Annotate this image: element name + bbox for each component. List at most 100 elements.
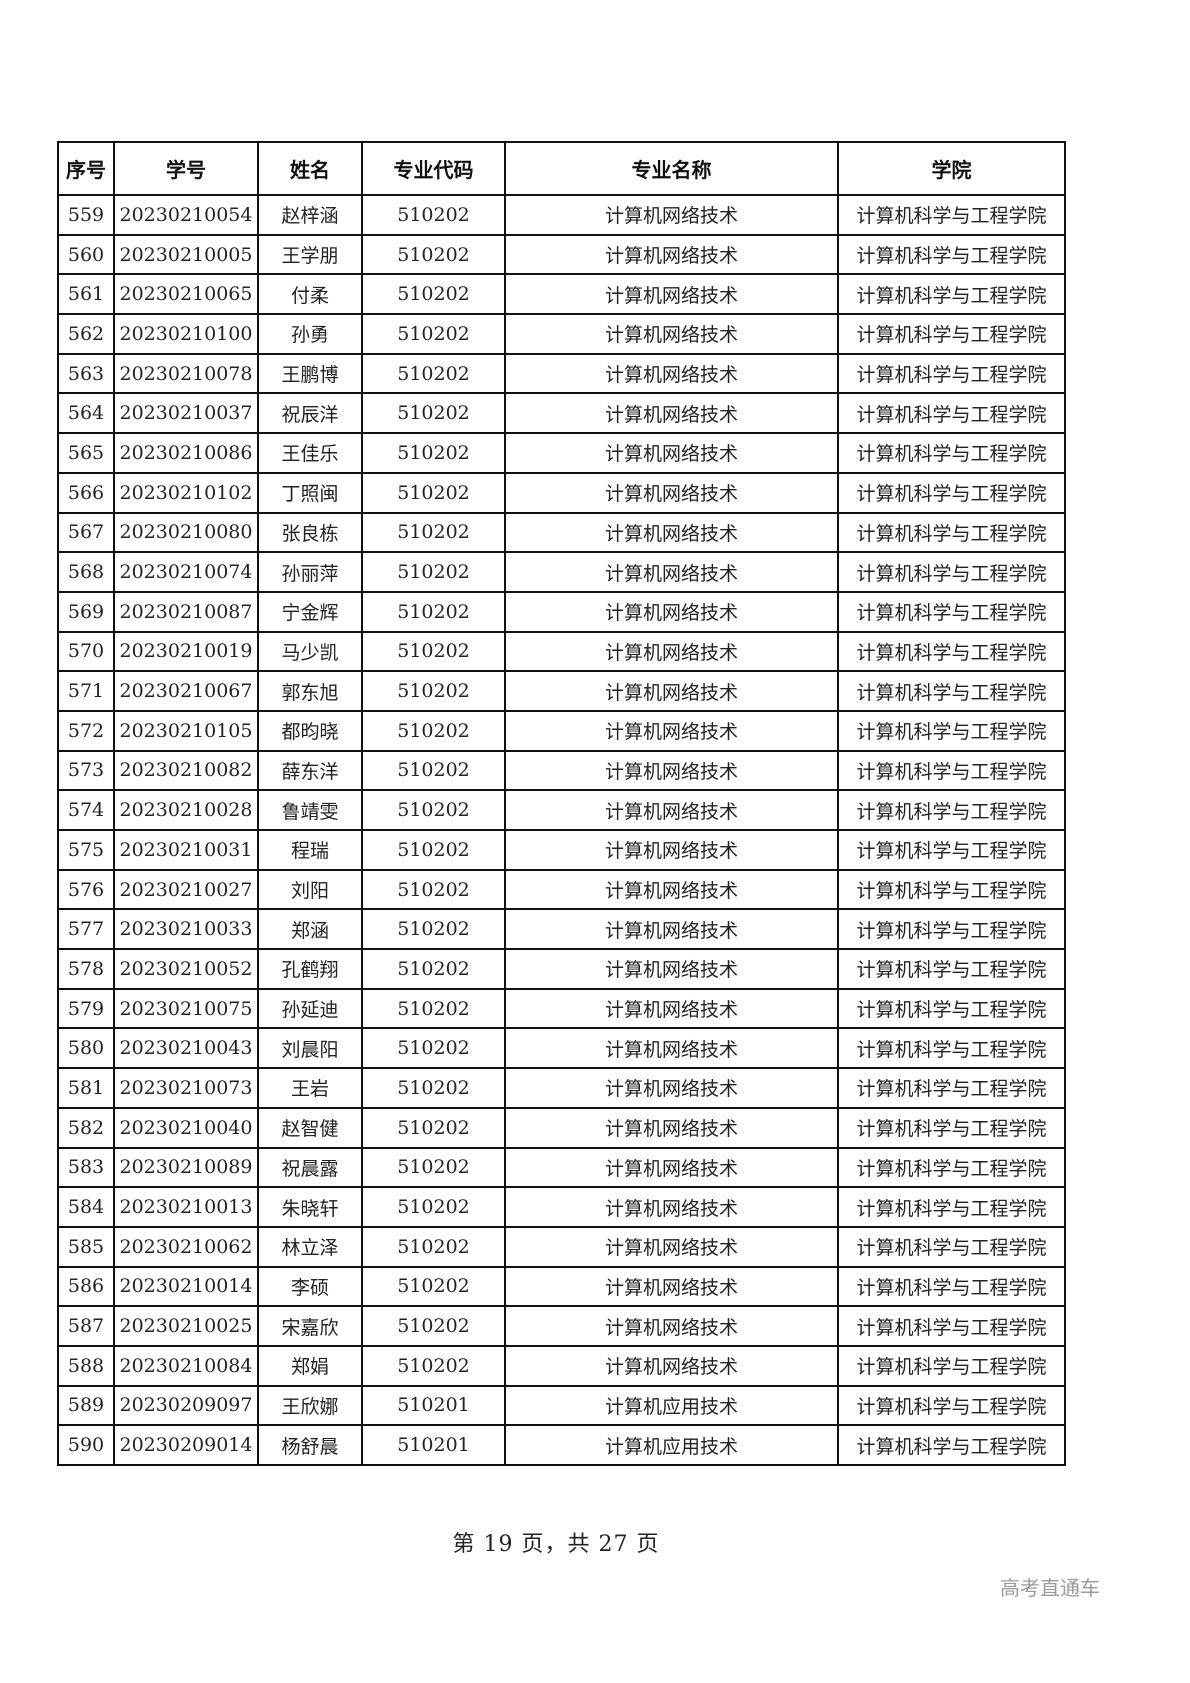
table-row: 575 20230210031 程瑞 510202 计算机网络技术 计算机科学与工程学院 bbox=[57, 829, 1066, 871]
cell-college: 计算机科学与工程学院 bbox=[837, 789, 1066, 831]
cell-student-id: 20230210100 bbox=[113, 313, 259, 355]
cell-student-id: 20230210078 bbox=[113, 352, 259, 395]
cell-student-id: 20230209097 bbox=[113, 1384, 259, 1427]
cell-major-code: 510201 bbox=[361, 1384, 506, 1427]
table-row: 588 20230210084 郑娟 510202 计算机网络技术 计算机科学与工程学院 bbox=[57, 1344, 1066, 1387]
cell-major-code: 510202 bbox=[361, 709, 506, 752]
table-row: 590 20230209014 杨舒晨 510201 计算机应用技术 计算机科学与工程学院 bbox=[57, 1424, 1066, 1466]
table-row: 578 20230210052 孔鹤翔 510202 计算机网络技术 计算机科学与工程学院 bbox=[57, 948, 1066, 990]
cell-index: 568 bbox=[57, 551, 115, 593]
cell-student-id: 20230210031 bbox=[113, 829, 259, 871]
cell-major-name: 计算机网络技术 bbox=[504, 551, 839, 593]
cell-college: 计算机科学与工程学院 bbox=[837, 273, 1066, 316]
cell-student-id: 20230210082 bbox=[113, 749, 259, 792]
cell-major-code: 510202 bbox=[361, 194, 506, 236]
cell-index: 559 bbox=[57, 194, 115, 236]
cell-name: 赵智健 bbox=[257, 1106, 363, 1149]
cell-student-id: 20230210087 bbox=[113, 590, 259, 633]
cell-major-name: 计算机网络技术 bbox=[504, 1027, 839, 1070]
cell-major-code: 510202 bbox=[361, 630, 506, 673]
cell-college: 计算机科学与工程学院 bbox=[837, 1384, 1066, 1427]
cell-index: 560 bbox=[57, 233, 115, 276]
cell-index: 561 bbox=[57, 273, 115, 316]
cell-name: 朱晓轩 bbox=[257, 1186, 363, 1228]
cell-major-name: 计算机网络技术 bbox=[504, 1067, 839, 1109]
table-row: 573 20230210082 薛东洋 510202 计算机网络技术 计算机科学与工程学院 bbox=[57, 749, 1066, 792]
watermark: 高考直通车 bbox=[1000, 1576, 1100, 1600]
cell-student-id: 20230210028 bbox=[113, 789, 259, 831]
table-row: 577 20230210033 郑涵 510202 计算机网络技术 计算机科学与工程学院 bbox=[57, 908, 1066, 951]
cell-major-code: 510202 bbox=[361, 511, 506, 554]
cell-major-name: 计算机网络技术 bbox=[504, 789, 839, 831]
cell-name: 赵梓涵 bbox=[257, 194, 363, 236]
cell-name: 孙丽萍 bbox=[257, 551, 363, 593]
cell-index: 562 bbox=[57, 313, 115, 355]
table-row: 571 20230210067 郭东旭 510202 计算机网络技术 计算机科学与工程学院 bbox=[57, 670, 1066, 712]
cell-college: 计算机科学与工程学院 bbox=[837, 1146, 1066, 1189]
cell-college: 计算机科学与工程学院 bbox=[837, 749, 1066, 792]
cell-major-name: 计算机网络技术 bbox=[504, 392, 839, 435]
cell-major-code: 510202 bbox=[361, 829, 506, 871]
cell-major-name: 计算机网络技术 bbox=[504, 749, 839, 792]
cell-college: 计算机科学与工程学院 bbox=[837, 987, 1066, 1030]
page-number: 第 19 页，共 27 页 bbox=[0, 1526, 1112, 1558]
cell-major-code: 510202 bbox=[361, 749, 506, 792]
cell-college: 计算机科学与工程学院 bbox=[837, 313, 1066, 355]
cell-college: 计算机科学与工程学院 bbox=[837, 471, 1066, 514]
cell-college: 计算机科学与工程学院 bbox=[837, 1027, 1066, 1070]
cell-name: 郑娟 bbox=[257, 1344, 363, 1387]
cell-major-code: 510202 bbox=[361, 1027, 506, 1070]
cell-index: 572 bbox=[57, 709, 115, 752]
cell-name: 王学朋 bbox=[257, 233, 363, 276]
cell-index: 580 bbox=[57, 1027, 115, 1070]
cell-college: 计算机科学与工程学院 bbox=[837, 590, 1066, 633]
table-row: 579 20230210075 孙延迪 510202 计算机网络技术 计算机科学与工程学院 bbox=[57, 987, 1066, 1030]
cell-index: 574 bbox=[57, 789, 115, 831]
table-header-row: 序号 学号 姓名 专业代码 专业名称 学院 bbox=[57, 141, 1066, 196]
cell-student-id: 20230210075 bbox=[113, 987, 259, 1030]
cell-major-code: 510202 bbox=[361, 233, 506, 276]
cell-college: 计算机科学与工程学院 bbox=[837, 1186, 1066, 1228]
cell-index: 585 bbox=[57, 1225, 115, 1268]
cell-college: 计算机科学与工程学院 bbox=[837, 1305, 1066, 1347]
table-row: 574 20230210028 鲁靖雯 510202 计算机网络技术 计算机科学与工程学院 bbox=[57, 789, 1066, 831]
table-row: 563 20230210078 王鹏博 510202 计算机网络技术 计算机科学与工程学院 bbox=[57, 352, 1066, 395]
header-college: 学院 bbox=[837, 141, 1066, 196]
cell-student-id: 20230210014 bbox=[113, 1265, 259, 1308]
cell-major-code: 510202 bbox=[361, 590, 506, 633]
table-row: 581 20230210073 王岩 510202 计算机网络技术 计算机科学与工程学院 bbox=[57, 1067, 1066, 1109]
cell-student-id: 20230210065 bbox=[113, 273, 259, 316]
cell-major-name: 计算机网络技术 bbox=[504, 1146, 839, 1189]
cell-college: 计算机科学与工程学院 bbox=[837, 1067, 1066, 1109]
cell-major-code: 510202 bbox=[361, 670, 506, 712]
header-student-id: 学号 bbox=[113, 141, 259, 196]
cell-name: 祝辰洋 bbox=[257, 392, 363, 435]
table-row: 569 20230210087 宁金辉 510202 计算机网络技术 计算机科学与工程学院 bbox=[57, 590, 1066, 633]
table-row: 584 20230210013 朱晓轩 510202 计算机网络技术 计算机科学与工程学院 bbox=[57, 1186, 1066, 1228]
cell-major-code: 510202 bbox=[361, 1225, 506, 1268]
cell-major-name: 计算机网络技术 bbox=[504, 868, 839, 911]
current-page: 19 bbox=[483, 1532, 514, 1557]
cell-college: 计算机科学与工程学院 bbox=[837, 868, 1066, 911]
cell-major-code: 510202 bbox=[361, 432, 506, 474]
cell-index: 571 bbox=[57, 670, 115, 712]
cell-major-code: 510202 bbox=[361, 1067, 506, 1109]
table-row: 576 20230210027 刘阳 510202 计算机网络技术 计算机科学与工程学院 bbox=[57, 868, 1066, 911]
cell-major-name: 计算机网络技术 bbox=[504, 670, 839, 712]
cell-college: 计算机科学与工程学院 bbox=[837, 948, 1066, 990]
cell-major-name: 计算机网络技术 bbox=[504, 511, 839, 554]
cell-index: 563 bbox=[57, 352, 115, 395]
cell-major-code: 510202 bbox=[361, 1186, 506, 1228]
cell-major-name: 计算机网络技术 bbox=[504, 1344, 839, 1387]
cell-student-id: 20230209014 bbox=[113, 1424, 259, 1466]
cell-college: 计算机科学与工程学院 bbox=[837, 1225, 1066, 1268]
cell-major-code: 510202 bbox=[361, 948, 506, 990]
cell-major-code: 510202 bbox=[361, 1305, 506, 1347]
cell-college: 计算机科学与工程学院 bbox=[837, 194, 1066, 236]
cell-index: 565 bbox=[57, 432, 115, 474]
cell-index: 570 bbox=[57, 630, 115, 673]
cell-name: 程瑞 bbox=[257, 829, 363, 871]
cell-index: 584 bbox=[57, 1186, 115, 1228]
cell-index: 578 bbox=[57, 948, 115, 990]
cell-index: 569 bbox=[57, 590, 115, 633]
